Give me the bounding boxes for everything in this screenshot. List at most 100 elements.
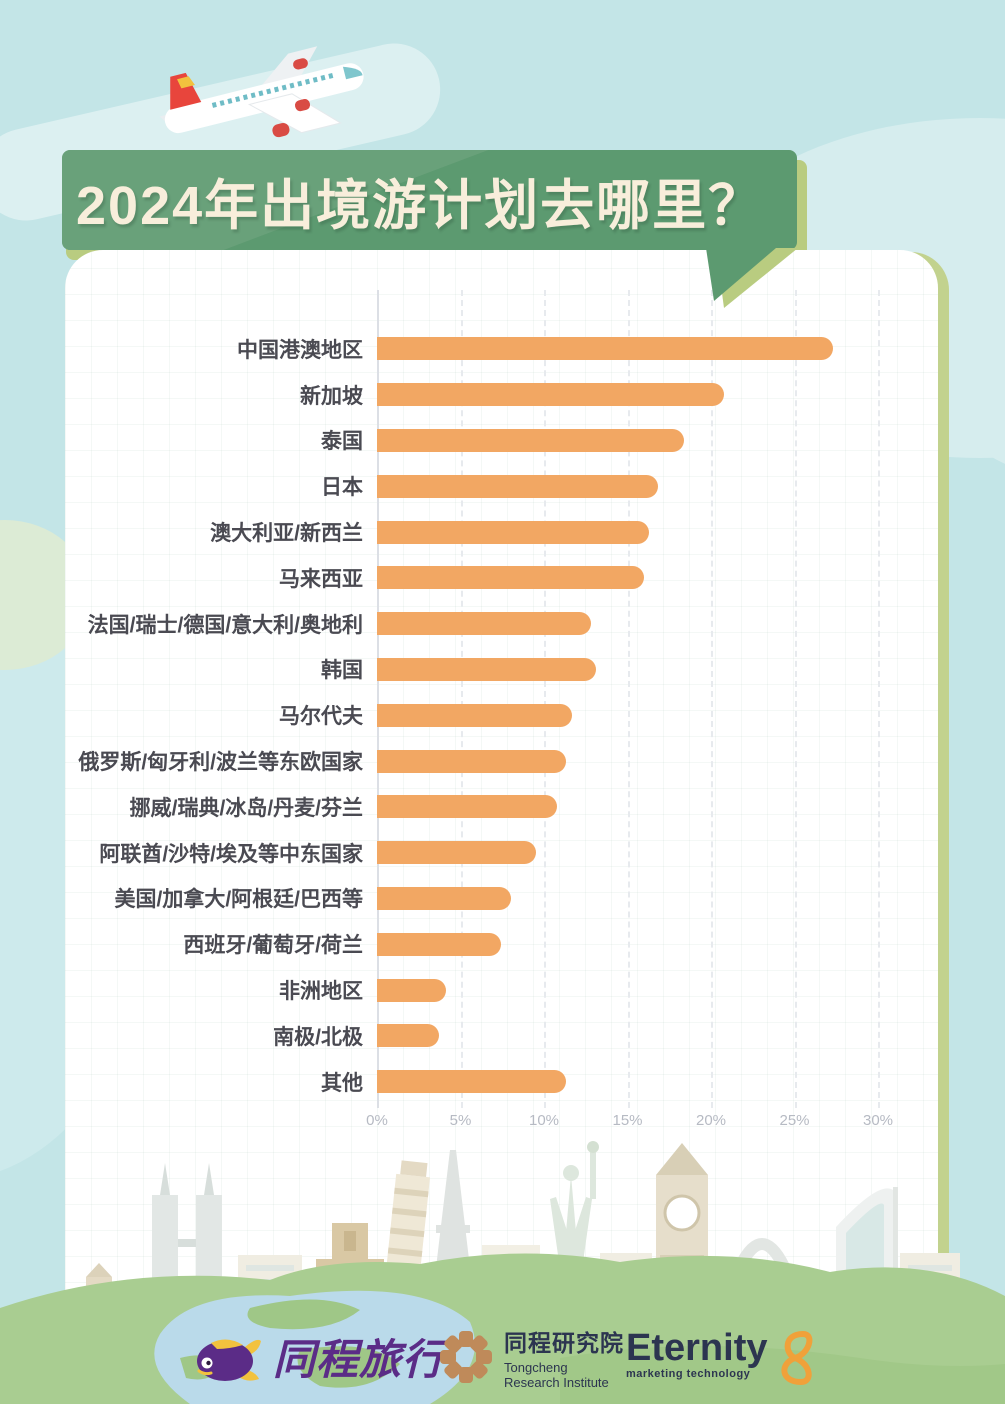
bar-area xyxy=(377,886,938,910)
airplane-illustration xyxy=(0,18,450,230)
bar xyxy=(377,566,645,590)
bar-area xyxy=(377,703,938,727)
bar-area xyxy=(377,657,938,681)
x-tick-label: 15% xyxy=(612,1112,643,1129)
bar xyxy=(377,932,501,956)
research-institute-pinwheel-icon xyxy=(440,1331,492,1383)
bar-label: 马来西亚 xyxy=(279,567,363,591)
chart-row: 挪威/瑞典/冰岛/丹麦/芬兰 xyxy=(65,784,938,830)
chart-row: 非洲地区 xyxy=(65,967,938,1013)
research-institute-name-cn: 同程研究院 xyxy=(504,1330,624,1356)
bar-area xyxy=(377,612,938,636)
bar-label: 马尔代夫 xyxy=(279,705,363,729)
eternity-figure8-icon xyxy=(781,1331,813,1385)
x-tick-label: 25% xyxy=(779,1112,810,1129)
tongcheng-travel-logo: 同程旅行 xyxy=(193,1326,445,1387)
bar xyxy=(377,520,650,544)
y-axis-line xyxy=(377,290,379,1108)
bar-area xyxy=(377,795,938,819)
bar xyxy=(377,703,573,727)
bar-label: 泰国 xyxy=(321,430,363,454)
bar-area xyxy=(377,383,938,407)
chart-row: 泰国 xyxy=(65,418,938,464)
bar-label: 俄罗斯/匈牙利/波兰等东欧国家 xyxy=(78,751,363,775)
bar-area xyxy=(377,566,938,590)
bar xyxy=(377,474,658,498)
gridline xyxy=(878,290,880,1108)
bar xyxy=(377,428,685,452)
x-tick-label: 5% xyxy=(449,1112,472,1129)
bar-area xyxy=(377,520,938,544)
chart-rows: 中国港澳地区新加坡泰国日本澳大利亚/新西兰马来西亚法国/瑞士/德国/意大利/奥地… xyxy=(65,326,938,1105)
bar xyxy=(377,749,566,773)
x-tick-label: 20% xyxy=(695,1112,727,1129)
bar-area xyxy=(377,749,938,773)
chart-row: 中国港澳地区 xyxy=(65,326,938,372)
research-institute-name-en: Tongcheng xyxy=(504,1360,568,1375)
bar xyxy=(377,1024,439,1048)
speech-bubble-tail-icon xyxy=(706,248,798,308)
chart-row: 韩国 xyxy=(65,647,938,693)
chart-row: 其他 xyxy=(65,1059,938,1105)
bar-area xyxy=(377,337,938,361)
airplane-icon xyxy=(159,46,364,138)
gridline xyxy=(711,290,713,1108)
tongcheng-travel-wordmark: 同程旅行 xyxy=(273,1336,446,1383)
bar-label: 韩国 xyxy=(321,659,363,683)
x-tick-label: 30% xyxy=(862,1112,894,1129)
bar-label: 中国港澳地区 xyxy=(237,338,363,362)
chart-row: 俄罗斯/匈牙利/波兰等东欧国家 xyxy=(65,738,938,784)
bar-label: 西班牙/葡萄牙/荷兰 xyxy=(183,934,363,958)
gridline xyxy=(544,290,546,1108)
eternity-logo: Eternity marketing technology xyxy=(626,1328,815,1386)
bar xyxy=(377,841,536,865)
bar-area xyxy=(377,932,938,956)
chart-row: 西班牙/葡萄牙/荷兰 xyxy=(65,921,938,967)
bar-label: 澳大利亚/新西兰 xyxy=(210,522,363,546)
chart-row: 阿联酋/沙特/埃及等中东国家 xyxy=(65,830,938,876)
gridline xyxy=(460,290,463,1108)
chart-row: 新加坡 xyxy=(65,372,938,418)
eternity-tagline: marketing technology xyxy=(626,1368,751,1380)
bar xyxy=(377,795,558,819)
bar-label: 挪威/瑞典/冰岛/丹麦/芬兰 xyxy=(129,796,363,820)
bar-label: 阿联酋/沙特/埃及等中东国家 xyxy=(99,842,363,866)
bar xyxy=(377,337,833,361)
bar-area xyxy=(377,1070,938,1094)
bar xyxy=(377,612,591,636)
chart-card: 中国港澳地区新加坡泰国日本澳大利亚/新西兰马来西亚法国/瑞士/德国/意大利/奥地… xyxy=(65,250,938,1335)
x-tick-label: 0% xyxy=(366,1112,388,1129)
gridline xyxy=(627,290,630,1108)
bar-label: 新加坡 xyxy=(300,384,363,408)
bar-area xyxy=(377,841,938,865)
chart-row: 南极/北极 xyxy=(65,1013,938,1059)
chart-row: 马尔代夫 xyxy=(65,692,938,738)
chart-row: 日本 xyxy=(65,463,938,509)
bar xyxy=(377,657,596,681)
chart-row: 美国/加拿大/阿根廷/巴西等 xyxy=(65,876,938,922)
bar xyxy=(377,978,446,1002)
chart-row: 马来西亚 xyxy=(65,555,938,601)
bar-label: 其他 xyxy=(321,1071,363,1095)
bar-area xyxy=(377,1024,938,1048)
footer-logos: 同程旅行 同程研究院 Tongcheng Research Institute … xyxy=(0,1318,1005,1404)
bar-label: 法国/瑞士/德国/意大利/奥地利 xyxy=(87,613,363,637)
bar-label: 非洲地区 xyxy=(279,980,363,1004)
eternity-wordmark: Eternity xyxy=(626,1327,768,1369)
bar-area xyxy=(377,474,938,498)
bar-area xyxy=(377,978,938,1002)
bar-label: 日本 xyxy=(321,476,363,500)
bar-label: 美国/加拿大/阿根廷/巴西等 xyxy=(114,888,363,912)
tongcheng-mascot-icon xyxy=(197,1338,261,1381)
bar xyxy=(377,1070,566,1094)
bar xyxy=(377,383,725,407)
chart-row: 法国/瑞士/德国/意大利/奥地利 xyxy=(65,601,938,647)
x-tick-label: 10% xyxy=(528,1112,560,1129)
x-axis-ticks: 0% 5% 10% 15% 20% 25% 30% xyxy=(366,1112,897,1132)
tongcheng-research-logo: 同程研究院 Tongcheng Research Institute xyxy=(438,1324,624,1390)
page-title: 2024年出境游计划去哪里？ xyxy=(76,175,765,236)
bar xyxy=(377,886,511,910)
chart-row: 澳大利亚/新西兰 xyxy=(65,509,938,555)
bar-label: 南极/北极 xyxy=(273,1025,363,1049)
title-banner: 2024年出境游计划去哪里？ xyxy=(62,150,797,250)
